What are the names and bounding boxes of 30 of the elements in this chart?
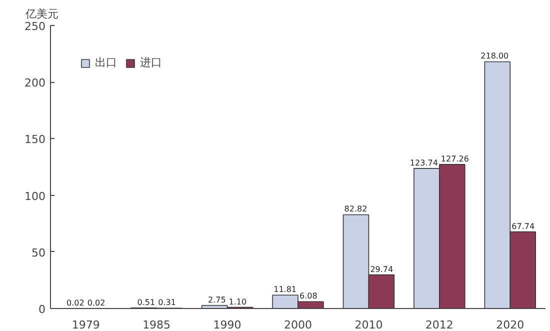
y-axis-title: 亿美元 bbox=[24, 8, 58, 20]
data-label: 2.75 bbox=[208, 295, 226, 304]
data-label: 0.02 bbox=[66, 298, 84, 308]
x-tick-label: 1985 bbox=[142, 318, 171, 331]
data-label: 0.02 bbox=[87, 298, 106, 308]
x-tick-label: 2012 bbox=[425, 318, 454, 331]
data-label: 82.82 bbox=[344, 204, 368, 214]
data-label: 218.00 bbox=[480, 52, 509, 61]
y-tick-label: 200 bbox=[24, 76, 46, 90]
data-label: 127.26 bbox=[440, 154, 469, 164]
legend-label: 进口 bbox=[140, 55, 162, 70]
y-tick-label: 100 bbox=[24, 190, 46, 203]
data-label: 11.81 bbox=[274, 285, 297, 294]
data-label: 0.51 bbox=[137, 298, 156, 307]
y-tick-label: 250 bbox=[24, 20, 46, 33]
x-tick-label: 2000 bbox=[284, 318, 312, 331]
data-label: 67.74 bbox=[512, 222, 535, 231]
y-tick-label: 150 bbox=[24, 133, 46, 146]
data-label: 123.74 bbox=[410, 158, 438, 168]
x-tick-label: 2020 bbox=[496, 318, 524, 331]
y-tick-label: 50 bbox=[32, 246, 46, 260]
x-tick-label: 1990 bbox=[213, 318, 242, 331]
x-tick-label: 2010 bbox=[354, 318, 383, 331]
data-label: 0.31 bbox=[158, 298, 176, 308]
y-tick-label: 0 bbox=[38, 303, 46, 316]
legend-label: 出口 bbox=[95, 55, 117, 70]
data-label: 29.74 bbox=[370, 264, 394, 274]
data-label: 6.08 bbox=[300, 292, 318, 301]
x-tick-label: 1979 bbox=[72, 318, 100, 331]
data-label: 1.10 bbox=[228, 297, 247, 306]
